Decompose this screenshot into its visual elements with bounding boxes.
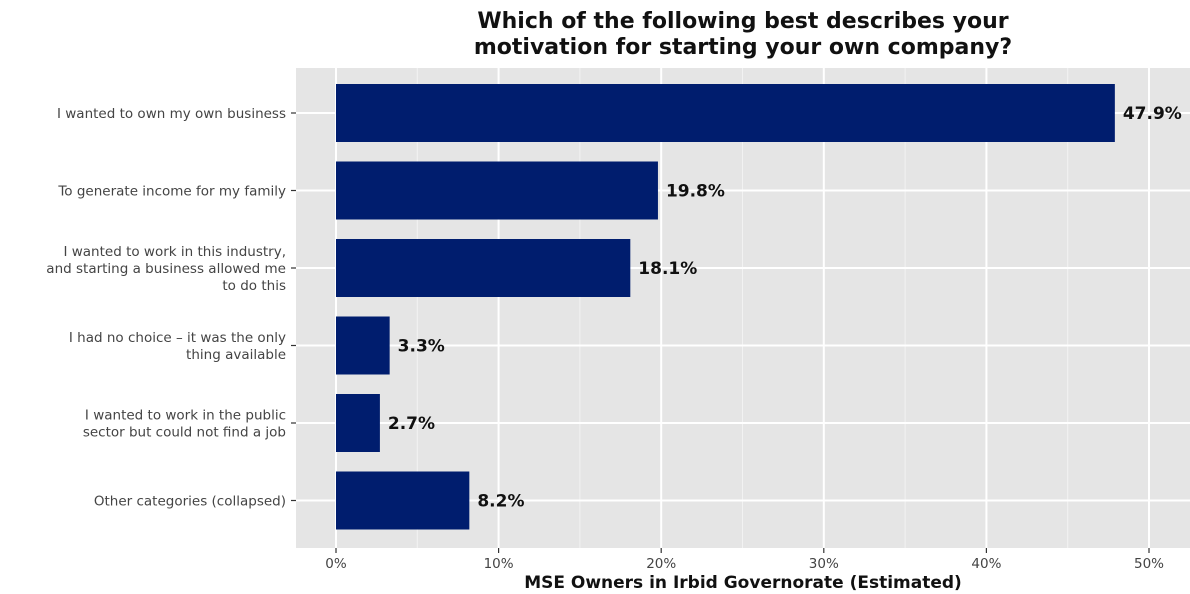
x-axis-ticks: 0% 10% 20% 30% 40% 50% <box>325 548 1164 572</box>
category-label-line: and starting a business allowed me <box>46 261 286 277</box>
category-label: I wanted to work in the public sector but… <box>83 408 286 441</box>
category-label: To generate income for my family <box>57 184 286 200</box>
value-label: 3.3% <box>398 337 445 357</box>
category-label: I wanted to own my own business <box>57 106 286 122</box>
value-label: 18.1% <box>638 259 697 279</box>
bar <box>336 84 1115 142</box>
x-tick-label: 10% <box>484 556 514 572</box>
x-tick-label: 20% <box>646 556 676 572</box>
bars <box>336 84 1115 530</box>
category-label-line: To generate income for my family <box>57 184 286 200</box>
category-labels: I wanted to own my own business To genera… <box>46 106 296 510</box>
value-label: 2.7% <box>388 414 435 434</box>
category-label-line: I had no choice – it was the only <box>69 330 286 346</box>
bar <box>336 394 380 452</box>
chart-title-line: motivation for starting your own company… <box>474 35 1012 60</box>
value-label: 8.2% <box>477 492 524 512</box>
bar <box>336 161 658 220</box>
chart-title: Which of the following best describes yo… <box>474 9 1012 60</box>
category-label-line: thing available <box>186 347 286 363</box>
x-tick-label: 0% <box>325 556 347 572</box>
value-labels: 47.9% 19.8% 18.1% 3.3% 2.7% 8.2% <box>388 104 1182 512</box>
bar <box>336 316 390 375</box>
gridlines <box>296 68 1190 548</box>
category-label-line: I wanted to work in the public <box>85 408 286 424</box>
category-label-line: I wanted to work in this industry, <box>63 244 286 260</box>
x-tick-label: 50% <box>1134 556 1164 572</box>
bar <box>336 471 470 530</box>
bar <box>336 239 631 297</box>
x-tick-label: 40% <box>971 556 1001 572</box>
value-label: 19.8% <box>666 182 725 202</box>
category-label-line: I wanted to own my own business <box>57 106 286 122</box>
category-label-line: to do this <box>222 278 286 294</box>
x-tick-label: 30% <box>809 556 839 572</box>
category-label: I wanted to work in this industry, and st… <box>46 244 286 294</box>
chart-title-line: Which of the following best describes yo… <box>477 9 1008 34</box>
category-label-line: Other categories (collapsed) <box>94 494 286 510</box>
category-label: Other categories (collapsed) <box>94 494 286 510</box>
category-label-line: sector but could not find a job <box>83 425 286 441</box>
category-label: I had no choice – it was the only thing a… <box>69 330 286 363</box>
x-axis-title: MSE Owners in Irbid Governorate (Estimat… <box>524 573 962 593</box>
value-label: 47.9% <box>1123 104 1182 124</box>
